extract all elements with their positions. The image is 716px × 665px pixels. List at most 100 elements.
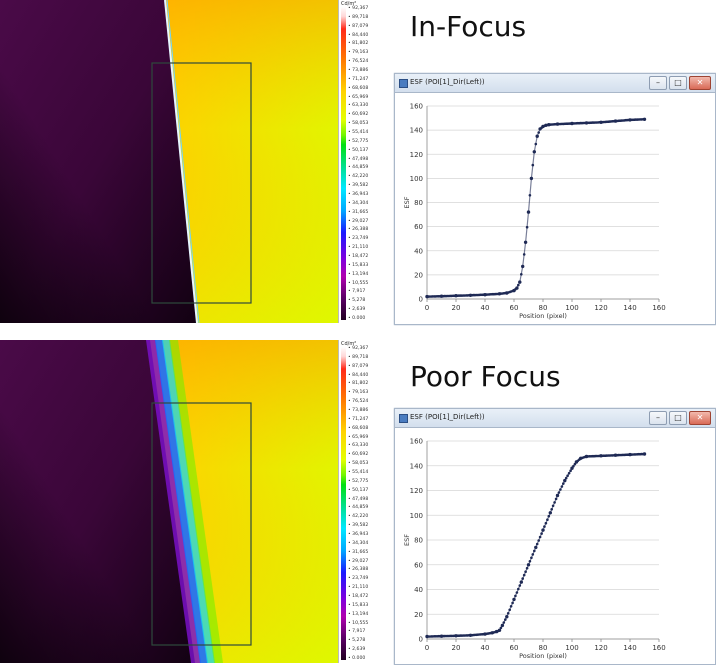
y-axis-label: ESF bbox=[403, 196, 411, 208]
x-axis-label: Position (pixel) bbox=[519, 312, 567, 320]
esf-sample-point bbox=[522, 573, 526, 577]
esf-sample-point bbox=[554, 497, 558, 501]
esf-sample-point bbox=[562, 482, 565, 485]
colorbar-tick-label: • 81,802 bbox=[348, 41, 369, 47]
colorbar-tick-label: • 58,053 bbox=[348, 121, 369, 127]
colorbar-tick-label: • 39,582 bbox=[348, 183, 369, 189]
esf-sample-point bbox=[509, 605, 513, 608]
x-tick-label: 80 bbox=[539, 644, 548, 652]
esf-sample-point bbox=[517, 587, 520, 591]
maximize-button[interactable]: □ bbox=[669, 76, 687, 90]
esf-sample-point bbox=[506, 612, 510, 615]
esf-sample-point bbox=[573, 462, 577, 466]
esf-data-point bbox=[512, 597, 516, 602]
esf-sample-point bbox=[522, 253, 526, 256]
esf-sample-point bbox=[496, 292, 500, 296]
esf-sample-point bbox=[598, 121, 601, 124]
colorbar-tick-label: • 34,304 bbox=[348, 200, 369, 206]
window-title: ESF (POI[1]_Dir(Left)) bbox=[410, 413, 485, 421]
y-tick-label: 120 bbox=[410, 151, 423, 159]
colorbar-tick-label: • 21,110 bbox=[348, 245, 369, 251]
window-titlebar[interactable]: ESF (POI[1]_Dir(Left)) – □ ✕ bbox=[395, 409, 715, 428]
colorbar-tick-label: • 13,194 bbox=[348, 611, 369, 617]
colorbar-tick-label: • 50,137 bbox=[348, 487, 369, 493]
colorbar-tick-label: • 52,775 bbox=[348, 138, 369, 144]
colorbar-tick-label: • 15,833 bbox=[348, 262, 369, 268]
colorbar-tick-label: • 13,194 bbox=[348, 271, 369, 277]
colorbar-tick-label: • 5,278 bbox=[348, 298, 366, 304]
esf-data-point bbox=[521, 264, 525, 269]
esf-sample-point bbox=[627, 118, 630, 122]
colorbar-tick-label: • 44,859 bbox=[348, 505, 369, 511]
colorbar-tick-label: • 68,608 bbox=[348, 85, 369, 91]
esf-data-point bbox=[523, 240, 528, 244]
colorbar-tick-label: • 15,833 bbox=[348, 602, 369, 608]
colorbar-tick-label: • 0.000 bbox=[348, 316, 366, 321]
x-tick-label: 80 bbox=[539, 304, 548, 312]
colorbar-tick-label: • 92,367 bbox=[348, 6, 369, 11]
esf-data-point bbox=[548, 511, 552, 515]
x-tick-label: 140 bbox=[623, 304, 636, 312]
esf-sample-point bbox=[537, 131, 540, 134]
colorbar-tick-label: • 42,220 bbox=[348, 514, 369, 520]
x-tick-label: 120 bbox=[594, 644, 607, 652]
esf-data-point bbox=[500, 623, 505, 628]
y-tick-label: 160 bbox=[410, 438, 423, 446]
esf-sample-point bbox=[511, 601, 514, 605]
colorbar-tick-label: • 63,330 bbox=[348, 103, 369, 109]
luminance-colorbar: Cd/m² • 92,367 • 89,718 • 87,079 • 84,440 • … bbox=[338, 0, 375, 323]
esf-sample-point bbox=[559, 488, 562, 491]
y-tick-label: 60 bbox=[414, 561, 423, 569]
colorbar-tick-label: • 26,388 bbox=[348, 567, 369, 573]
colorbar-tick-label: • 10,555 bbox=[348, 280, 369, 286]
colorbar-tick-label: • 2,639 bbox=[348, 307, 366, 313]
esf-sample-point bbox=[467, 634, 471, 637]
y-tick-label: 160 bbox=[410, 103, 423, 111]
close-button[interactable]: ✕ bbox=[689, 411, 711, 425]
colorbar-tick-label: • 87,079 bbox=[348, 23, 369, 29]
close-button[interactable]: ✕ bbox=[689, 76, 711, 90]
poor-focus-luminance-image bbox=[0, 340, 338, 663]
esf-sample-point bbox=[521, 577, 524, 580]
esf-sample-point bbox=[612, 119, 616, 123]
colorbar-tick-label: • 71,247 bbox=[348, 416, 369, 422]
esf-data-point bbox=[535, 134, 539, 138]
x-tick-label: 60 bbox=[510, 644, 519, 652]
esf-sample-point bbox=[524, 570, 527, 573]
esf-data-point bbox=[534, 545, 538, 550]
y-tick-label: 140 bbox=[410, 462, 423, 470]
minimize-button[interactable]: – bbox=[649, 76, 667, 90]
x-tick-label: 100 bbox=[565, 644, 578, 652]
poor-focus-panel: Cd/m² • 92,367 • 89,718 • 87,079 • 84,440 • … bbox=[0, 340, 716, 665]
in-focus-panel: Cd/m² • 92,367 • 89,718 • 87,079 • 84,440 • … bbox=[0, 0, 716, 325]
colorbar-tick-label: • 50,137 bbox=[348, 147, 369, 153]
colorbar-tick-label: • 65,969 bbox=[348, 434, 369, 440]
x-tick-label: 0 bbox=[425, 304, 429, 312]
esf-sample-point bbox=[540, 126, 543, 129]
colorbar-tick-label: • 29,027 bbox=[348, 218, 369, 224]
esf-sample-point bbox=[546, 518, 549, 521]
esf-sample-point bbox=[641, 452, 645, 456]
esf-sample-point bbox=[538, 535, 542, 539]
esf-sample-point bbox=[511, 289, 514, 293]
esf-window[interactable]: ESF (POI[1]_Dir(Left)) – □ ✕ 0 20 40 60 80 10… bbox=[394, 73, 716, 325]
minimize-button[interactable]: – bbox=[649, 411, 667, 425]
colorbar-tick-label: • 31,665 bbox=[348, 209, 369, 215]
esf-sample-point bbox=[531, 553, 535, 556]
colorbar-tick-label: • 36,943 bbox=[348, 532, 369, 537]
esf-sample-point bbox=[528, 194, 532, 197]
window-titlebar[interactable]: ESF (POI[1]_Dir(Left)) – □ ✕ bbox=[395, 74, 715, 93]
esf-data-point bbox=[526, 563, 531, 567]
colorbar-tick-label: • 47,498 bbox=[348, 156, 369, 162]
esf-sample-point bbox=[493, 630, 497, 634]
esf-chart: 0 20 40 60 80 100 120 140 160 0 20 40 60 80 100 120 140 1… bbox=[403, 103, 666, 321]
esf-window[interactable]: ESF (POI[1]_Dir(Left)) – □ ✕ 0 20 40 60 80 10… bbox=[394, 408, 716, 665]
x-tick-label: 160 bbox=[652, 304, 665, 312]
esf-sample-point bbox=[438, 295, 442, 298]
esf-sample-point bbox=[499, 626, 503, 630]
x-tick-label: 140 bbox=[623, 644, 636, 652]
maximize-button[interactable]: □ bbox=[669, 411, 687, 425]
esf-sample-point bbox=[453, 294, 456, 298]
x-tick-label: 0 bbox=[425, 644, 429, 652]
colorbar-tick-label: • 81,802 bbox=[348, 381, 369, 387]
